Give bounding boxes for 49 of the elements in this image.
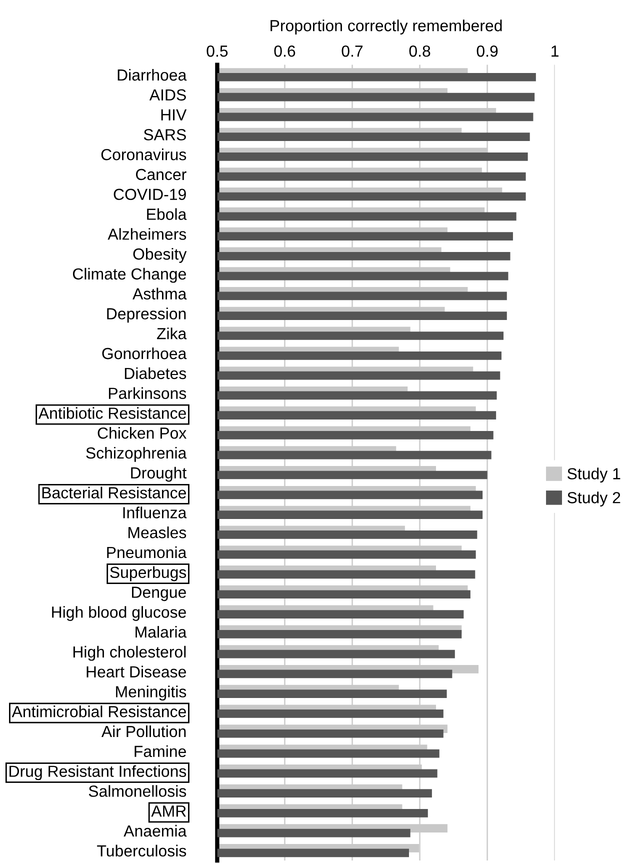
- y-tick-label: Antibiotic Resistance: [38, 407, 186, 419]
- y-tick-label: Heart Disease: [86, 666, 186, 678]
- y-tick-label: Drought: [131, 466, 187, 482]
- y-tick-label: SARS: [144, 129, 186, 140]
- y-tick-label: Tuberculosis: [97, 844, 186, 857]
- y-tick-label: Pneumonia: [107, 546, 187, 558]
- y-tick-label: Depression: [107, 308, 186, 323]
- y-tick-label: Bacterial Resistance: [42, 486, 186, 498]
- y-tick-label: Cancer: [136, 168, 186, 180]
- y-tick-label: Parkinsons: [108, 387, 186, 399]
- y-tick-label: Influenza: [123, 506, 187, 518]
- x-tick-label: 0.6: [274, 45, 296, 57]
- x-axis-title: Proportion correctly remembered: [270, 20, 502, 34]
- y-tick-label: HIV: [161, 109, 187, 120]
- x-tick-label: 1: [552, 46, 558, 57]
- x-tick-label: 0.5: [206, 45, 228, 57]
- y-tick-label: Alzheimers: [108, 228, 186, 240]
- legend-label: Study 1: [568, 468, 620, 483]
- y-tick-label: Diarrhoea: [118, 68, 187, 81]
- y-tick-label: Ebola: [147, 208, 187, 220]
- y-tick-label: Asthma: [132, 288, 187, 300]
- y-tick-label: Schizophrenia: [86, 446, 187, 462]
- y-tick-label: Gonorrhoea: [102, 347, 187, 360]
- y-tick-label: Diabetes: [124, 367, 186, 380]
- y-tick-label: Zika: [156, 328, 187, 340]
- y-tick-label: High cholesterol: [73, 646, 186, 661]
- y-tick-label: Malaria: [136, 626, 187, 638]
- y-tick-label: Drug Resistant Infections: [10, 765, 186, 780]
- y-tick-label: AIDS: [149, 89, 186, 101]
- y-tick-label: Obesity: [133, 248, 187, 263]
- y-tick-label: Famine: [134, 745, 186, 758]
- x-tick-label: 0.8: [409, 45, 430, 57]
- y-tick-label: AMR: [151, 806, 186, 817]
- x-tick-label: 0.9: [476, 45, 498, 57]
- y-tick-label: Air Pollution: [101, 725, 186, 738]
- y-tick-label: Meningitis: [116, 686, 186, 701]
- y-tick-label: Chicken Pox: [98, 427, 186, 439]
- legend-label: Study 2: [568, 492, 620, 506]
- x-tick-label: 0.7: [342, 45, 363, 57]
- y-tick-label: Superbugs: [110, 566, 186, 582]
- y-tick-label: High blood glucose: [52, 606, 186, 621]
- y-tick-label: Anaemia: [124, 824, 187, 837]
- y-tick-label: Antimicrobial Resistance: [12, 706, 186, 718]
- y-tick-label: Dengue: [132, 586, 186, 602]
- y-tick-label: Salmonellosis: [88, 785, 186, 797]
- y-tick-label: Measles: [128, 526, 186, 538]
- y-tick-label: Climate Change: [72, 268, 186, 283]
- y-tick-label: Coronavirus: [101, 148, 186, 160]
- y-tick-label: COVID-19: [114, 188, 186, 200]
